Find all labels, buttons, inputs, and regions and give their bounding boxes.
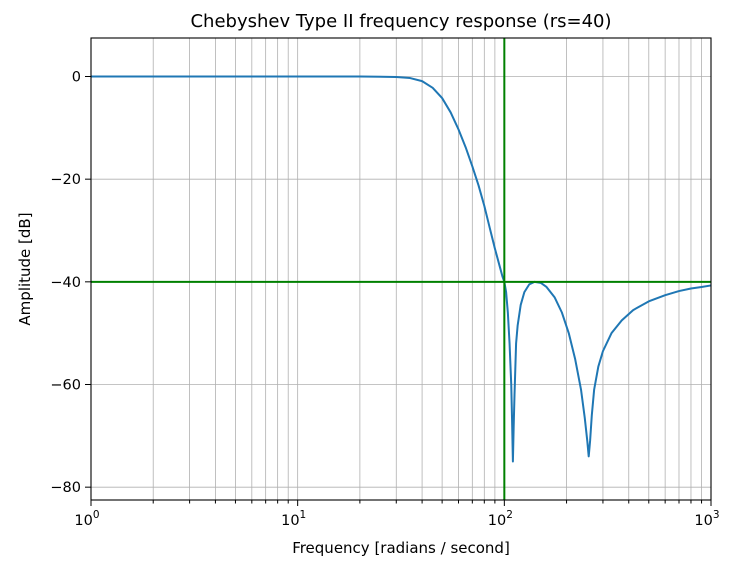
series-line-response: [91, 75, 712, 463]
axis-ticks: [85, 76, 712, 506]
x-tick-label: 100: [74, 509, 99, 529]
x-tick-exponent: 2: [506, 509, 513, 521]
y-axis-label: Amplitude [dB]: [16, 212, 34, 325]
x-axis-label: Frequency [radians / second]: [292, 539, 510, 557]
y-tick-labels: 0 −20 −40 −60 −80: [50, 70, 81, 497]
x-tick-base: 10: [488, 513, 506, 529]
y-tick-label: −20: [50, 172, 81, 188]
x-tick-label: 102: [488, 509, 513, 529]
y-tick-label: 0: [72, 70, 81, 86]
y-tick-label: −60: [50, 378, 81, 394]
chart-title: Chebyshev Type II frequency response (rs…: [190, 11, 611, 32]
y-tick-label: −40: [50, 275, 81, 291]
x-tick-exponent: 1: [300, 509, 307, 521]
plot-frame: [90, 37, 712, 501]
reference-lines: [91, 38, 711, 500]
y-tick-label: −80: [50, 480, 81, 496]
x-tick-base: 10: [281, 513, 299, 529]
series-layer: [91, 75, 712, 463]
x-tick-labels: 100 101 102 103: [74, 509, 719, 529]
x-tick-label: 103: [694, 509, 719, 529]
x-tick-exponent: 3: [713, 509, 720, 521]
x-tick-label: 101: [281, 509, 306, 529]
x-tick-base: 10: [74, 513, 92, 529]
x-tick-base: 10: [694, 513, 712, 529]
x-tick-exponent: 0: [93, 509, 100, 521]
